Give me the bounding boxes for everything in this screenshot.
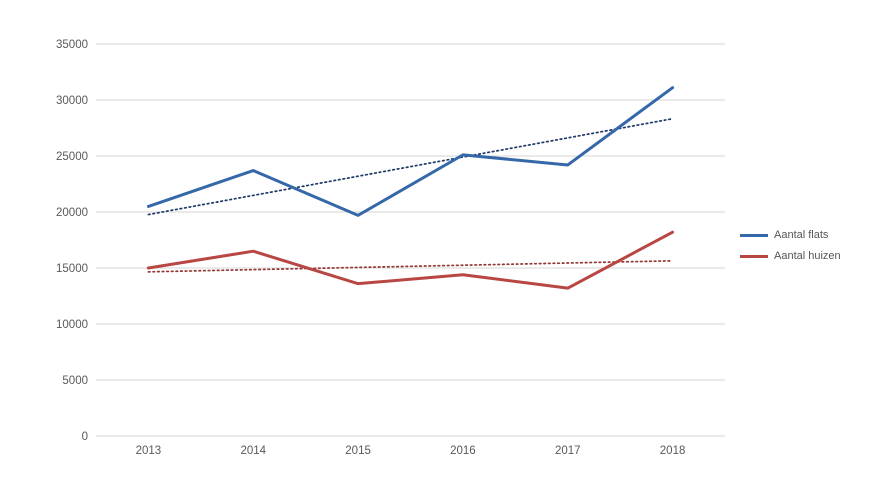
trendline-flats bbox=[147, 117, 674, 216]
y-tick-label: 35000 bbox=[56, 39, 88, 51]
series-line-huizen bbox=[146, 230, 675, 290]
x-tick-label: 2016 bbox=[450, 445, 476, 457]
legend-item-flats: Aantal flats bbox=[740, 229, 841, 241]
legend-swatch-flats bbox=[740, 233, 768, 237]
series-line-flats bbox=[146, 86, 675, 217]
y-tick-label: 15000 bbox=[56, 263, 88, 275]
gridlines-group bbox=[96, 43, 725, 437]
legend-item-huizen: Aantal huizen bbox=[740, 250, 841, 262]
trendline-huizen bbox=[147, 259, 674, 273]
legend-label-huizen: Aantal huizen bbox=[774, 250, 841, 262]
x-tick-label: 2017 bbox=[555, 445, 581, 457]
y-tick-label: 30000 bbox=[56, 95, 88, 107]
x-tick-label: 2015 bbox=[345, 445, 371, 457]
legend: Aantal flats Aantal huizen bbox=[740, 229, 841, 262]
x-tick-label: 2018 bbox=[660, 445, 686, 457]
y-tick-label: 20000 bbox=[56, 207, 88, 219]
y-tick-label: 0 bbox=[82, 431, 88, 443]
legend-swatch-huizen bbox=[740, 254, 768, 258]
trendlines-group bbox=[147, 117, 674, 273]
series-lines-group bbox=[146, 86, 675, 290]
x-tick-label: 2013 bbox=[136, 445, 162, 457]
y-tick-label: 25000 bbox=[56, 151, 88, 163]
y-tick-label: 5000 bbox=[62, 375, 88, 387]
x-axis-tick-labels: 2013 2014 2015 2016 2017 2018 bbox=[136, 445, 686, 457]
y-tick-label: 10000 bbox=[56, 319, 88, 331]
x-tick-label: 2014 bbox=[240, 445, 266, 457]
legend-label-flats: Aantal flats bbox=[774, 229, 829, 241]
y-axis-tick-labels: 0 5000 10000 15000 20000 25000 30000 35000 bbox=[56, 39, 88, 443]
